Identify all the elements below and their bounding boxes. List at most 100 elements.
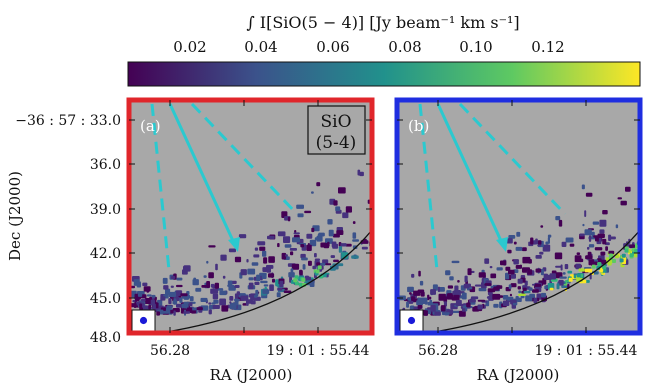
emission-blob [508,284,512,289]
x-tick-label: 56.28 [418,343,458,359]
emission-blob [551,270,557,274]
emission-blob [527,269,533,275]
emission-blob [615,224,619,229]
emission-blob [333,259,339,263]
emission-blob [555,265,562,268]
emission-blob [151,294,156,298]
emission-blob [168,298,172,305]
emission-blob [338,246,343,253]
emission-blob [156,311,160,316]
emission-blob [276,292,281,298]
emission-blob [544,285,548,290]
emission-blob [574,255,582,263]
emission-blob [288,272,295,278]
panel-b-label: (b) [408,117,429,135]
emission-blob [451,260,460,264]
emission-blob [316,182,321,187]
emission-blob [173,310,176,316]
x-tick-label: 19 : 01 : 55.44 [535,343,638,359]
emission-blob [306,244,312,251]
emission-blob [578,268,585,272]
emission-blob [293,278,298,283]
emission-blob [208,245,216,248]
emission-blob [301,277,306,282]
emission-blob [445,270,451,276]
panel-b-dashed-arrow-right [458,102,567,216]
emission-blob [290,268,294,273]
emission-blob [569,243,575,247]
panel-b-frame [394,97,643,336]
emission-blob [333,200,338,206]
emission-blob [200,297,208,302]
emission-blob [458,310,466,317]
emission-blob [275,279,279,286]
emission-blob [561,241,567,247]
emission-blob [509,293,512,297]
emission-blob [170,276,176,279]
emission-blob [457,280,460,283]
emission-blob [294,230,297,233]
emission-blob [449,309,454,315]
emission-blob [562,272,566,275]
emission-blob [183,301,189,309]
emission-blob [292,237,300,243]
emission-blob [621,253,626,258]
emission-blob [283,290,292,293]
panel-a-legend-line2: (5-4) [316,133,357,153]
emission-blob [308,260,312,266]
emission-blob [496,285,503,289]
emission-blob [314,253,317,258]
emission-blob [502,295,509,300]
emission-blob [345,206,352,213]
emission-blob [304,210,312,214]
emission-blob [254,281,260,285]
emission-blob [500,260,507,266]
emission-blob [608,250,615,255]
panel-a-legend-line1: SiO [320,112,351,132]
emission-blob [195,287,202,292]
emission-blob [581,184,585,190]
emission-blob [325,238,333,244]
emission-blob [311,191,314,194]
emission-blob [594,247,603,251]
emission-blob [206,281,210,288]
emission-blob [555,216,561,221]
emission-blob [532,289,539,293]
emission-blob [565,237,574,243]
panel-b-arrowhead [496,237,508,252]
emission-blob [591,261,598,266]
emission-blob [530,237,534,245]
panel-a-boundary-curve [159,229,372,333]
emission-blob [587,246,590,250]
emission-blob [221,305,229,312]
emission-blob [139,303,143,310]
emission-blob [268,256,275,263]
emission-blob [317,265,322,270]
emission-blob [522,256,531,264]
emission-blob [466,283,471,288]
y-tick-label: 36.0 [90,157,121,173]
colorbar-tick-label: 0.12 [531,38,564,56]
emission-blob [212,293,219,300]
y-tick-label: 42.0 [90,246,121,262]
emission-blob [587,251,592,258]
emission-blob [363,238,367,242]
emission-blob [208,272,214,279]
emission-blob [588,235,592,242]
emission-blob [248,277,254,281]
emission-blob [240,295,249,301]
emission-blob [250,300,256,305]
emission-blob [470,296,479,300]
emission-blob [496,267,503,271]
emission-blob [510,273,516,279]
emission-blob [478,287,487,292]
emission-blob [357,169,361,176]
emission-blob [306,233,313,239]
emission-blob [246,299,249,306]
emission-blob [215,263,218,271]
emission-blob [287,216,291,222]
emission-blob [461,292,467,300]
panel-b-beam-icon [407,316,416,325]
emission-blob [455,299,462,306]
emission-blob [427,311,432,315]
